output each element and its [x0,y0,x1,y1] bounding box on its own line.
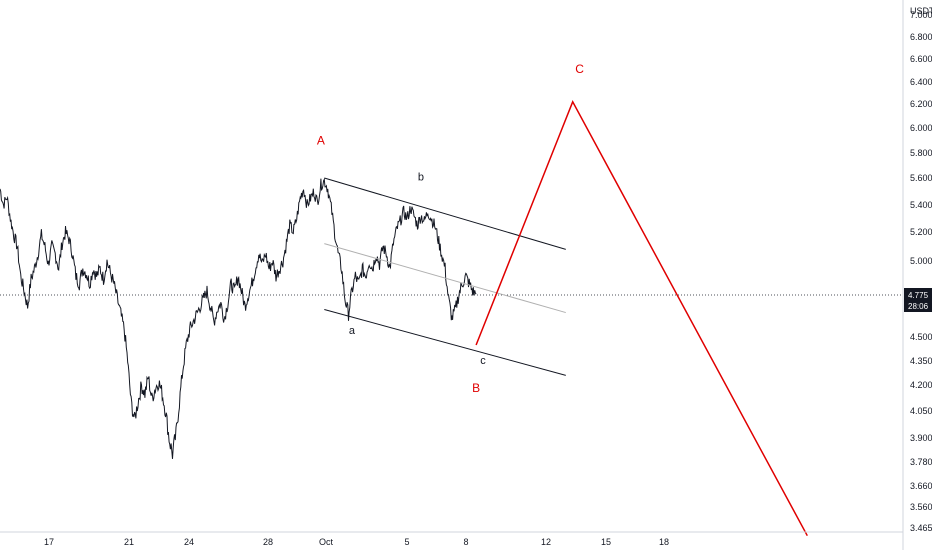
x-tick-label-5: 5 [404,537,409,547]
y-tick-label-3: 6.400 [910,77,932,87]
x-tick-label-1: 21 [124,537,134,547]
y-tick-label-2: 6.600 [910,54,932,64]
x-tick-label-3: 28 [263,537,273,547]
y-tick-label-8: 5.400 [910,200,932,210]
lower-channel-line[interactable] [324,309,566,376]
y-tick-label-14: 4.200 [910,380,932,390]
y-tick-label-9: 5.200 [910,227,932,237]
y-tick-label-13: 4.350 [910,356,932,366]
y-tick-label-12: 4.500 [910,332,932,342]
price-series [0,177,477,459]
upper-channel-line[interactable] [324,177,566,250]
wave-label-B: B [472,381,480,395]
y-tick-label-7: 5.600 [910,173,932,183]
countdown-timer: 28:06 [908,302,929,311]
plot-area[interactable]: A C Bb a c [0,62,903,537]
y-tick-label-15: 4.050 [910,406,932,416]
y-tick-label-5: 6.000 [910,123,932,133]
y-tick-label-17: 3.780 [910,457,932,467]
x-tick-label-8: 15 [601,537,611,547]
price-axis[interactable]: 7.000 6.800 6.600 6.400 6.200 6.000 5.800 5.600… [910,10,932,533]
y-tick-label-16: 3.900 [910,433,932,443]
wave-label-C: C [575,62,584,76]
x-tick-label-0: 17 [44,537,54,547]
x-tick-label-2: 24 [184,537,194,547]
y-tick-label-6: 5.800 [910,148,932,158]
x-tick-label-6: 8 [463,537,468,547]
x-tick-label-4: Oct [319,537,334,547]
time-axis[interactable]: 17 21 24 28 Oct 5 8 12 15 18 [44,537,669,547]
y-tick-label-0: 7.000 [910,10,932,20]
currency-label: USDT [910,6,932,16]
y-tick-label-1: 6.800 [910,32,932,42]
y-tick-label-10: 5.000 [910,256,932,266]
y-tick-label-4: 6.200 [910,99,932,109]
x-tick-label-7: 12 [541,537,551,547]
current-price-badge: 4.775 28:06 [904,288,932,312]
wave-label-c: c [480,355,486,367]
wave-label-b: b [418,172,424,184]
y-tick-label-18: 3.660 [910,481,932,491]
current-price-value: 4.775 [908,291,929,300]
y-tick-label-20: 3.465 [910,523,932,533]
wave-label-a: a [349,325,356,337]
y-tick-label-19: 3.560 [910,502,932,512]
wave-label-A: A [317,133,325,147]
x-tick-label-9: 18 [659,537,669,547]
wave-projection-line[interactable] [475,100,808,537]
mid-channel-line[interactable] [324,243,566,314]
